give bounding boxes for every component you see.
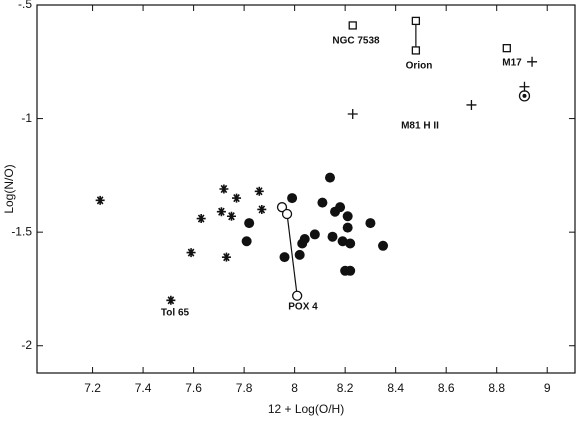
filled-circle-point bbox=[309, 229, 320, 240]
plus-point bbox=[519, 81, 530, 92]
star-point bbox=[257, 204, 267, 214]
annotation: POX 4 bbox=[288, 302, 318, 313]
y-tick-label: -2 bbox=[21, 338, 32, 352]
square-point bbox=[411, 46, 421, 55]
star-point bbox=[186, 248, 196, 258]
plus-point bbox=[466, 99, 477, 110]
star-point bbox=[232, 193, 242, 203]
square-point bbox=[502, 44, 511, 53]
filled-circle-point bbox=[378, 240, 389, 251]
filled-circle-point bbox=[365, 218, 376, 229]
filled-circle-point bbox=[299, 233, 310, 244]
x-tick-label: 7.4 bbox=[135, 381, 152, 395]
star-point bbox=[166, 295, 176, 305]
x-tick-label: 8.4 bbox=[387, 381, 404, 395]
circled-dot-point bbox=[518, 90, 531, 102]
plus-point bbox=[527, 56, 538, 67]
x-axis-label: 12 + Log(O/H) bbox=[268, 402, 344, 416]
y-tick-label: -1 bbox=[21, 111, 32, 125]
x-tick-label: 8 bbox=[291, 381, 298, 395]
x-tick-label: 8.8 bbox=[488, 381, 505, 395]
plus-point bbox=[347, 109, 358, 120]
x-tick-label: 7.6 bbox=[185, 381, 202, 395]
filled-circle-point bbox=[337, 236, 348, 247]
y-axis-label: Log(N/O) bbox=[2, 164, 16, 213]
filled-circle-point bbox=[342, 211, 353, 222]
filled-circle-point bbox=[345, 265, 356, 276]
filled-circle-point bbox=[294, 249, 305, 260]
filled-circle-point bbox=[244, 218, 255, 229]
filled-circle-point bbox=[335, 202, 346, 213]
annotation: M17 bbox=[502, 58, 522, 69]
star-point bbox=[219, 184, 229, 194]
filled-circle-point bbox=[345, 238, 356, 249]
annotation: Tol 65 bbox=[161, 308, 190, 319]
open-circle-point bbox=[292, 290, 303, 301]
filled-circle-point bbox=[327, 231, 338, 242]
square-point bbox=[348, 21, 357, 30]
star-point bbox=[221, 252, 231, 262]
filled-circle-point bbox=[342, 222, 353, 233]
x-tick-label: 9 bbox=[544, 381, 551, 395]
annotation: NGC 7538 bbox=[332, 36, 380, 47]
filled-circle-point bbox=[317, 197, 328, 208]
star-point bbox=[196, 214, 206, 224]
filled-circle-point bbox=[324, 172, 335, 183]
star-point bbox=[95, 195, 105, 205]
star-point bbox=[226, 211, 236, 221]
y-tick-label: -.5 bbox=[18, 0, 32, 11]
star-point bbox=[216, 207, 226, 217]
filled-circle-point bbox=[279, 252, 290, 263]
connector bbox=[286, 213, 298, 296]
square-point bbox=[411, 16, 421, 26]
open-circle-point bbox=[276, 202, 288, 213]
plot-frame bbox=[36, 4, 576, 374]
x-tick-label: 8.6 bbox=[438, 381, 455, 395]
y-tick-label: -1.5 bbox=[11, 224, 32, 238]
marker-part bbox=[522, 93, 527, 98]
annotation: Orion bbox=[406, 61, 433, 72]
x-tick-label: 7.8 bbox=[236, 381, 253, 395]
x-tick-label: 8.2 bbox=[337, 381, 354, 395]
annotation: M81 H II bbox=[401, 121, 439, 132]
star-point bbox=[254, 186, 264, 196]
filled-circle-point bbox=[287, 193, 298, 204]
x-tick-label: 7.2 bbox=[84, 381, 101, 395]
filled-circle-point bbox=[241, 236, 252, 247]
open-circle-point bbox=[281, 208, 293, 220]
